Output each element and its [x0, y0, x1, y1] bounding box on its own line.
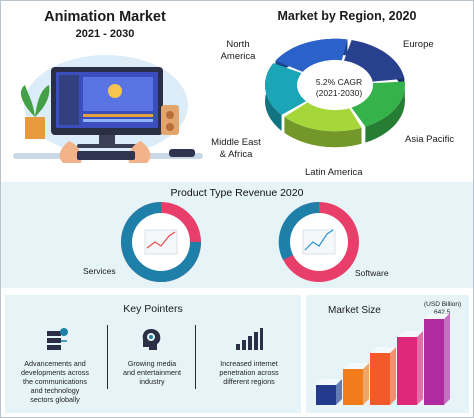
market-size-bar-top-2 — [343, 363, 369, 369]
key-pointers-title: Key Pointers — [123, 303, 183, 315]
idea-head-icon — [142, 329, 161, 350]
region-slice-europe — [344, 40, 405, 82]
label-asia-pacific: Asia Pacific — [405, 134, 455, 145]
software-ring-chart — [278, 201, 359, 282]
label-north-america-2: America — [220, 51, 256, 62]
network-cloud-icon — [47, 328, 68, 350]
pointer-2-line-3: industry — [139, 377, 165, 386]
label-north-america-1: North — [226, 39, 250, 50]
market-size-bar-side-3 — [390, 347, 396, 405]
label-mea-1: Middle East — [211, 137, 261, 148]
market-size-bar-top-3 — [370, 347, 396, 353]
pointer-3-line-2: penetration across — [219, 368, 279, 377]
pointer-divider-1 — [107, 325, 108, 389]
market-size-bar-top-5 — [424, 313, 450, 319]
region-slice-latin-america — [284, 102, 362, 132]
region-donut-chart — [265, 38, 406, 148]
pointer-2-line-2: and entertainment — [123, 368, 181, 377]
market-size-bar-4 — [397, 337, 417, 405]
region-chart-title: Market by Region, 2020 — [277, 9, 417, 23]
market-size-top-value: 642.5 — [434, 309, 451, 316]
pointer-divider-2 — [195, 325, 196, 389]
market-size-bar-side-2 — [363, 363, 369, 405]
center-cagr: 5.2% CAGR — [315, 77, 363, 87]
label-europe: Europe — [403, 39, 434, 50]
page-years: 2021 - 2030 — [75, 28, 135, 40]
bottom-section: Key Pointers Advancements and developmen… — [1, 291, 473, 417]
pointer-1-line-3: the communications — [23, 377, 87, 386]
services-label: Services — [83, 266, 116, 276]
top-section: Animation Market 2021 - 2030 Market by R… — [1, 1, 473, 181]
pointer-1-line-4: and technology — [30, 386, 80, 395]
region-slice-asia-pacific — [351, 81, 405, 127]
market-size-panel: Market Size (USD Billion) 642.5 — [306, 295, 469, 413]
region-wall-asia-pacific — [365, 81, 406, 143]
market-size-bar-side-1 — [336, 379, 342, 405]
pointer-1-line-5: sectors globally — [30, 395, 80, 404]
product-revenue-title: Product Type Revenue 2020 — [170, 187, 304, 199]
key-pointers-panel: Key Pointers Advancements and developmen… — [5, 295, 301, 413]
label-mea-2: & Africa — [219, 149, 253, 160]
market-size-bar-5 — [424, 319, 444, 405]
market-size-bar-side-5 — [444, 313, 450, 405]
pointer-1-line-1: Advancements and — [24, 359, 86, 368]
market-size-bar-2 — [343, 369, 363, 405]
market-size-bar-1 — [316, 385, 336, 405]
market-size-bar-side-4 — [417, 331, 423, 405]
market-size-bar-chart — [316, 313, 450, 405]
market-size-unit: (USD Billion) — [424, 301, 462, 308]
region-slice-middle-east-africa — [265, 63, 307, 115]
center-period: (2021-2030) — [315, 88, 363, 98]
pointer-1-line-2: developments across — [21, 368, 89, 377]
pointer-3-line-1: Increased internet — [220, 359, 278, 368]
workstation-illustration — [13, 55, 203, 163]
market-size-bar-top-4 — [397, 331, 423, 337]
market-size-title: Market Size — [328, 305, 381, 316]
market-size-bar-3 — [370, 353, 390, 405]
page-title: Animation Market — [44, 9, 166, 25]
region-wall-latin-america — [284, 116, 362, 148]
region-slice-north-america — [275, 38, 348, 72]
pointer-3-line-3: different regions — [223, 377, 275, 386]
market-size-bar-top-1 — [316, 379, 342, 385]
label-latin-america: Latin America — [305, 167, 363, 178]
signal-bars-icon — [236, 328, 263, 350]
donut-center-hole — [300, 61, 370, 109]
pointer-2-line-1: Growing media — [127, 359, 177, 368]
software-label: Software — [355, 268, 389, 278]
services-ring-chart — [121, 202, 201, 282]
product-revenue-section: Product Type Revenue 2020 Services Softw… — [1, 182, 473, 288]
